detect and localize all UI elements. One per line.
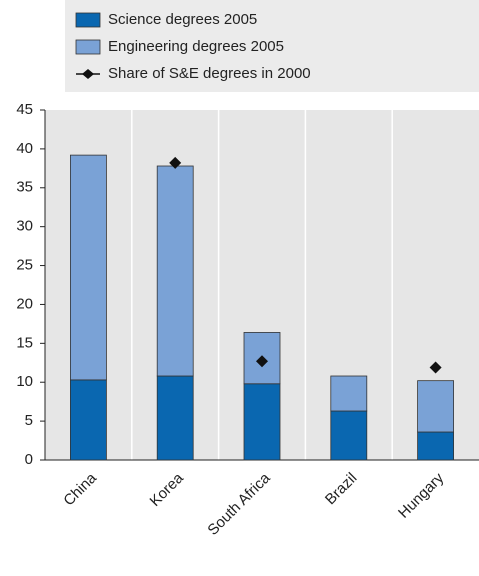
marker [429,361,442,374]
y-tick-label: 25 [16,257,33,274]
bar-segment [417,380,455,433]
bar-segment [330,410,368,461]
y-tick-label: 15 [16,334,33,351]
legend-label: Share of S&E degrees in 2000 [108,65,311,82]
bar-segment [70,154,107,381]
x-tick-label: South Africa [204,469,274,539]
x-tick-label: China [60,469,100,509]
y-tick-label: 20 [16,295,33,312]
marker [169,156,182,169]
y-tick-label: 30 [16,218,33,235]
legend-swatch [75,39,101,55]
y-tick-label: 10 [16,373,33,390]
legend-label: Engineering degrees 2005 [108,38,284,55]
legend-label: Science degrees 2005 [108,11,257,28]
marker [256,355,268,368]
legend-box [65,0,479,92]
bar-segment [330,375,368,412]
bar-segment [417,431,455,461]
bar-segment [243,383,281,461]
y-tick-label: 35 [16,179,33,196]
bar-segment [70,379,107,461]
x-tick-label: Korea [147,469,188,510]
legend-swatch [75,12,101,28]
y-tick-label: 45 [16,101,33,118]
x-tick-label: Brazil [322,470,361,509]
y-tick-label: 0 [25,451,33,468]
bar-segment [156,165,194,377]
y-tick-label: 40 [16,140,33,157]
bar-segment [156,375,194,461]
y-tick-label: 5 [25,412,33,429]
x-tick-label: Hungary [395,469,447,521]
